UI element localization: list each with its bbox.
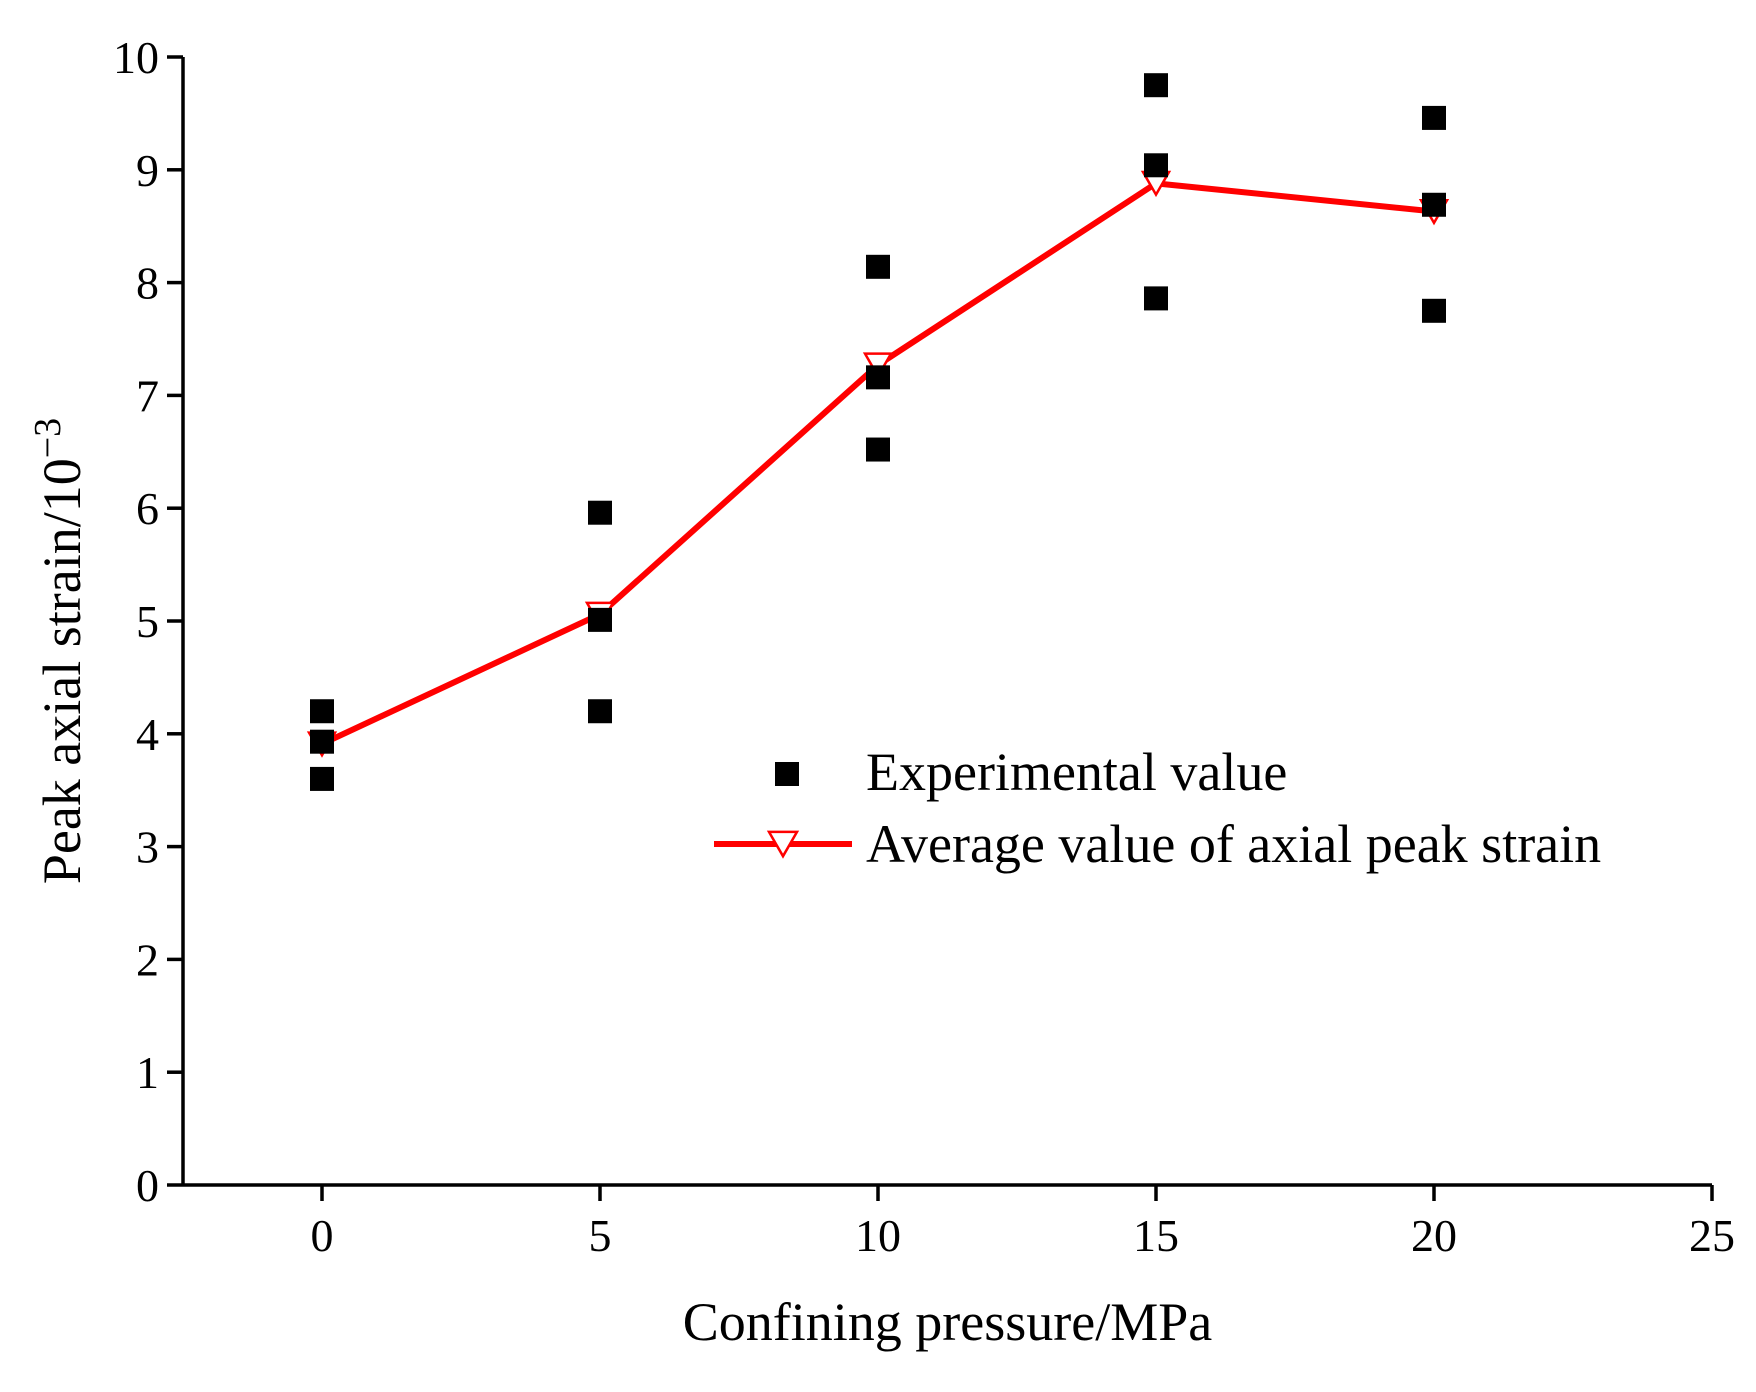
y-tick-label: 7 <box>136 370 159 421</box>
x-axis-title: Confining pressure/MPa <box>683 1292 1212 1352</box>
x-tick-label: 25 <box>1689 1210 1735 1261</box>
x-tick-label: 15 <box>1133 1210 1179 1261</box>
y-axis-ticks: 0 1 2 3 4 5 6 7 8 9 10 <box>113 32 183 1211</box>
x-tick-label: 20 <box>1411 1210 1457 1261</box>
experimental-point <box>310 729 334 754</box>
x-tick-label: 5 <box>589 1210 612 1261</box>
legend-experimental-marker <box>775 762 799 786</box>
experimental-point <box>1144 286 1168 311</box>
experimental-point <box>588 500 612 525</box>
y-tick-label: 0 <box>136 1160 159 1211</box>
y-tick-label: 1 <box>136 1047 159 1098</box>
y-tick-label: 3 <box>136 822 159 873</box>
experimental-point <box>310 766 334 791</box>
experimental-point <box>1144 153 1168 178</box>
y-tick-label: 10 <box>113 32 159 83</box>
x-tick-label: 10 <box>855 1210 901 1261</box>
y-axis-title-text: Peak axial strain/10 <box>32 458 92 884</box>
legend: Experimental value Average value of axia… <box>714 742 1601 874</box>
experimental-point <box>310 699 334 724</box>
experimental-point <box>866 437 890 462</box>
legend-average-label: Average value of axial peak strain <box>866 814 1601 874</box>
experimental-point <box>866 254 890 279</box>
y-tick-label: 5 <box>136 596 159 647</box>
average-point <box>862 352 894 379</box>
experimental-point <box>588 699 612 724</box>
y-axis-title: Peak axial strain/10−3 <box>27 418 92 884</box>
x-tick-label: 0 <box>311 1210 334 1261</box>
experimental-point <box>1422 192 1446 217</box>
y-tick-label: 8 <box>136 258 159 309</box>
experimental-point <box>866 365 890 390</box>
experimental-point <box>1422 298 1446 323</box>
experimental-point <box>1144 73 1168 98</box>
experimental-point <box>588 607 612 632</box>
legend-average-marker <box>766 830 800 859</box>
experimental-series <box>310 73 1446 791</box>
axes <box>181 57 1712 1187</box>
legend-experimental-label: Experimental value <box>866 742 1287 802</box>
y-axis-title-exponent: −3 <box>27 418 69 458</box>
y-tick-label: 6 <box>136 483 159 534</box>
y-tick-label: 4 <box>136 709 159 760</box>
experimental-point <box>1422 105 1446 130</box>
x-axis-ticks: 0 5 10 15 20 25 <box>311 1185 1735 1261</box>
y-tick-label: 2 <box>136 934 159 985</box>
y-tick-label: 9 <box>136 145 159 196</box>
